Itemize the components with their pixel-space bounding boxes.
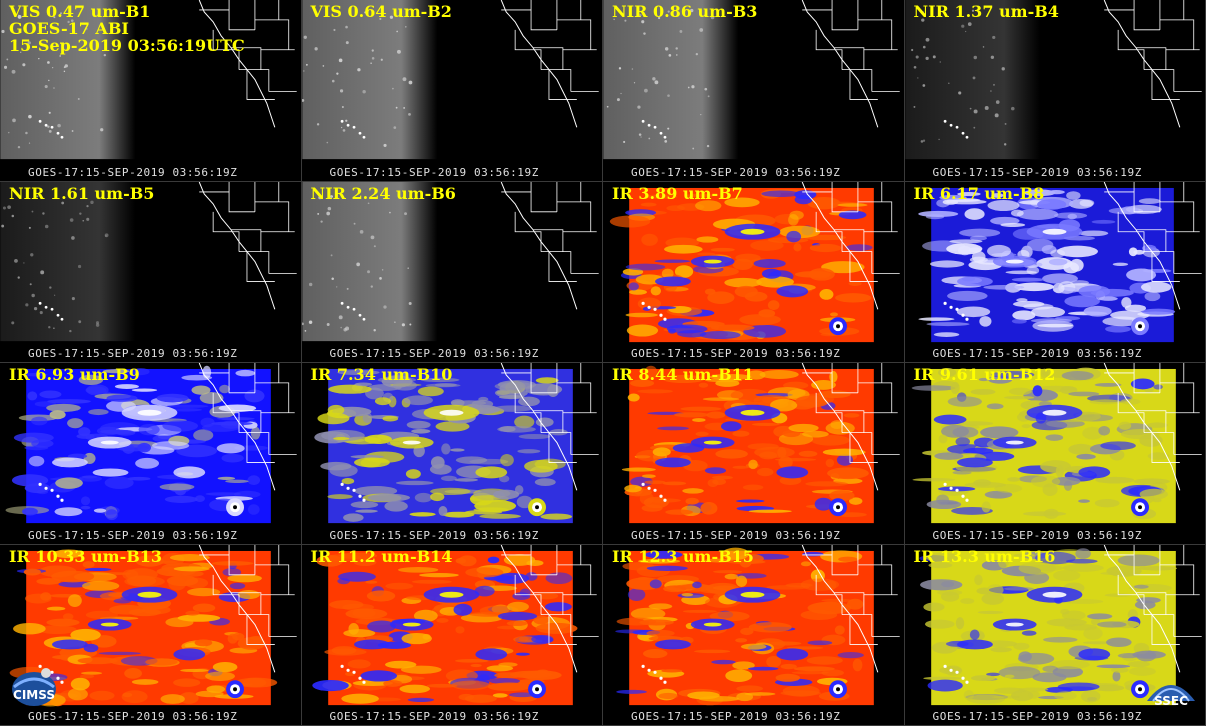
satellite-image bbox=[301, 544, 602, 725]
scan-datetime: 15-Sep-2019 03:56:19UTC bbox=[9, 36, 245, 55]
cimss-logo: CIMSS bbox=[12, 667, 56, 706]
timestamp: GOES-17:15-SEP-2019 03:56:19Z bbox=[932, 165, 1142, 179]
satellite-image bbox=[301, 181, 602, 362]
satellite-image bbox=[904, 0, 1205, 181]
timestamp: GOES-17:15-SEP-2019 03:56:19Z bbox=[631, 165, 841, 179]
timestamp: GOES-17:15-SEP-2019 03:56:19Z bbox=[28, 710, 238, 723]
band-panel-b15: IR 12.3 um-B15 GOES-17:15-SEP-2019 03:56:… bbox=[603, 544, 905, 726]
timestamp: GOES-17:15-SEP-2019 03:56:19Z bbox=[329, 347, 539, 360]
ssec-logo: SSEC bbox=[1146, 684, 1195, 708]
timestamp: GOES-17:15-SEP-2019 03:56:19Z bbox=[932, 528, 1142, 542]
timestamp: GOES-17:15-SEP-2019 03:56:19Z bbox=[932, 710, 1142, 723]
band-label: NIR 1.37 um-B4 bbox=[913, 2, 1059, 21]
band-label: VIS 0.47 um-B1 bbox=[9, 2, 151, 21]
satellite-image bbox=[603, 0, 904, 181]
satellite-image bbox=[301, 0, 602, 181]
band-label: IR 11.2 um-B14 bbox=[310, 546, 453, 566]
band-panel-b3: NIR 0.86 um-B3 GOES-17:15-SEP-2019 03:56:… bbox=[603, 0, 905, 182]
timestamp: GOES-17:15-SEP-2019 03:56:19Z bbox=[329, 528, 539, 542]
band-panel-b14: IR 11.2 um-B14 GOES-17:15-SEP-2019 03:56:… bbox=[301, 544, 603, 726]
band-panel-b1: VIS 0.47 um-B1 GOES-17 ABI 15-Sep-2019 03:… bbox=[0, 0, 302, 182]
timestamp: GOES-17:15-SEP-2019 03:56:19Z bbox=[631, 347, 841, 360]
band-label: IR 3.89 um-B7 bbox=[612, 183, 743, 203]
band-panel-b9: IR 6.93 um-B9 GOES-17:15-SEP-2019 03:56:1… bbox=[0, 363, 302, 545]
timestamp: GOES-17:15-SEP-2019 03:56:19Z bbox=[932, 347, 1142, 360]
satellite-image bbox=[0, 544, 301, 725]
timestamp: GOES-17:15-SEP-2019 03:56:19Z bbox=[631, 528, 841, 542]
band-panel-b10: IR 7.34 um-B10 GOES-17:15-SEP-2019 03:56:… bbox=[301, 363, 603, 545]
band-label: IR 6.17 um-B8 bbox=[913, 183, 1045, 203]
satellite-name: GOES-17 ABI bbox=[9, 19, 129, 38]
ssec-logo-text: SSEC bbox=[1154, 694, 1188, 708]
satellite-image bbox=[0, 0, 301, 181]
band-panel-b6: NIR 2.24 um-B6 GOES-17:15-SEP-2019 03:56:… bbox=[301, 181, 603, 363]
timestamp: GOES-17:15-SEP-2019 03:56:19Z bbox=[329, 710, 539, 723]
satellite-image bbox=[904, 363, 1205, 544]
band-panel-b11: IR 8.44 um-B11 GOES-17:15-SEP-2019 03:56:… bbox=[603, 363, 905, 545]
band-label: IR 12.3 um-B15 bbox=[612, 546, 754, 566]
band-label: IR 9.61 um-B12 bbox=[913, 365, 1056, 384]
timestamp: GOES-17:15-SEP-2019 03:56:19Z bbox=[631, 710, 841, 723]
band-panel-b12: IR 9.61 um-B12 GOES-17:15-SEP-2019 03:56:… bbox=[904, 363, 1206, 545]
timestamp: GOES-17:15-SEP-2019 03:56:19Z bbox=[28, 165, 238, 179]
timestamp: GOES-17:15-SEP-2019 03:56:19Z bbox=[28, 528, 238, 542]
satellite-image bbox=[904, 181, 1205, 362]
satellite-image bbox=[603, 363, 904, 544]
band-label: NIR 0.86 um-B3 bbox=[612, 2, 758, 21]
satellite-image bbox=[0, 363, 301, 544]
band-panel-b16: IR 13.3 um-B16 GOES-17:15-SEP-2019 03:56:… bbox=[904, 544, 1206, 726]
band-panel-b5: NIR 1.61 um-B5 GOES-17:15-SEP-2019 03:56:… bbox=[0, 181, 302, 363]
band-label: IR 8.44 um-B11 bbox=[612, 365, 754, 384]
timestamp: GOES-17:15-SEP-2019 03:56:19Z bbox=[329, 165, 539, 179]
band-label: VIS 0.64 um-B2 bbox=[310, 2, 452, 21]
band-panel-b7: IR 3.89 um-B7 GOES-17:15-SEP-2019 03:56:1… bbox=[603, 181, 905, 363]
band-label: NIR 1.61 um-B5 bbox=[9, 183, 155, 203]
band-label: IR 6.93 um-B9 bbox=[9, 365, 140, 384]
band-panel-b8: IR 6.17 um-B8 GOES-17:15-SEP-2019 03:56:1… bbox=[904, 181, 1206, 363]
satellite-image bbox=[301, 363, 602, 544]
timestamp: GOES-17:15-SEP-2019 03:56:19Z bbox=[28, 347, 238, 360]
band-panel-b13: IR 10.33 um-B13 GOES-17:15-SEP-2019 03:56… bbox=[0, 544, 302, 726]
satellite-image bbox=[603, 544, 904, 725]
band-panel-b4: NIR 1.37 um-B4 GOES-17:15-SEP-2019 03:56:… bbox=[904, 0, 1206, 182]
band-label: NIR 2.24 um-B6 bbox=[310, 183, 456, 203]
satellite-image bbox=[603, 181, 904, 362]
satellite-image bbox=[0, 181, 301, 362]
band-label: IR 10.33 um-B13 bbox=[9, 546, 163, 566]
band-label: IR 13.3 um-B16 bbox=[913, 546, 1056, 566]
band-panel-b2: VIS 0.64 um-B2 GOES-17:15-SEP-2019 03:56:… bbox=[301, 0, 603, 182]
cimss-logo-text: CIMSS bbox=[13, 688, 55, 702]
band-label: IR 7.34 um-B10 bbox=[310, 365, 453, 384]
